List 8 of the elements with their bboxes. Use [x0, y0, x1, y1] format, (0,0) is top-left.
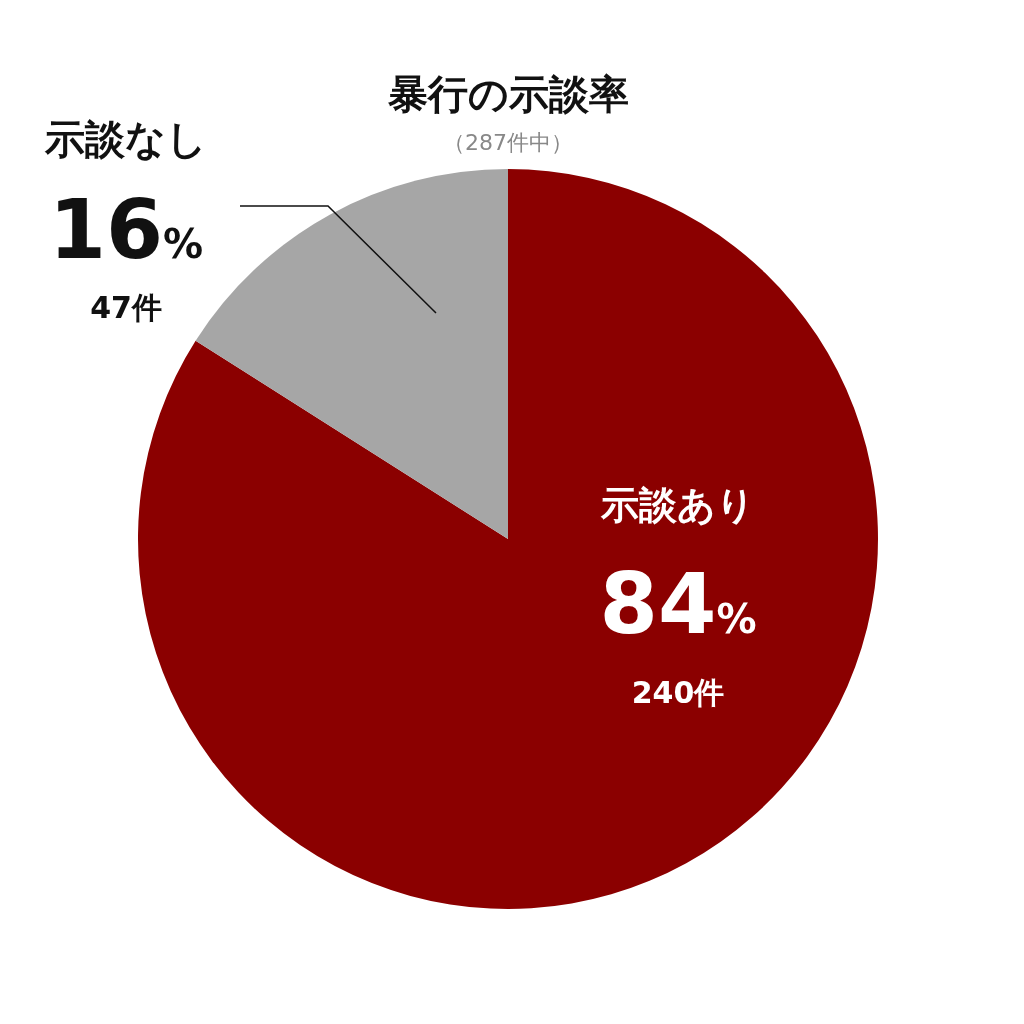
data-label: 84% [599, 555, 757, 653]
text: 240件 [631, 675, 725, 710]
slice-label: 示談なし [44, 116, 207, 162]
text: （287件中） [443, 130, 573, 155]
slice-label: 示談あり [600, 483, 755, 527]
chart-title: 暴行の示談率 [386, 71, 629, 117]
text: 47件 [90, 290, 162, 325]
data-label: 16% [48, 182, 204, 277]
